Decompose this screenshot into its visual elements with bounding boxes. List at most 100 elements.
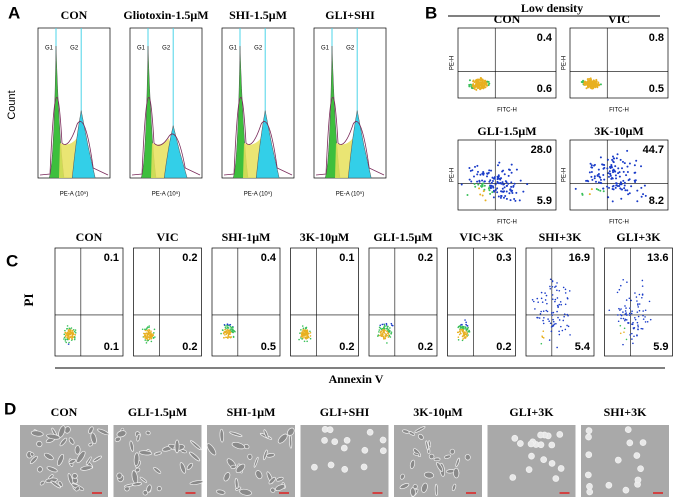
- event-dot: [622, 170, 625, 173]
- event-dot: [642, 318, 645, 320]
- event-dot: [621, 167, 624, 170]
- cell: [43, 452, 54, 461]
- cell: [639, 439, 647, 446]
- event-dot: [383, 338, 385, 340]
- event-dot: [596, 174, 599, 177]
- event-dot: [589, 162, 592, 165]
- event-dot: [498, 161, 501, 164]
- event-dot: [224, 328, 226, 331]
- event-dot: [509, 188, 512, 191]
- cell: [327, 461, 335, 469]
- event-dot: [385, 322, 388, 325]
- event-dot: [231, 328, 234, 330]
- event-dot: [309, 335, 312, 337]
- event-dot: [552, 320, 555, 323]
- cell: [444, 454, 452, 459]
- event-dot: [610, 166, 613, 169]
- event-dot: [460, 332, 462, 335]
- event-dot: [503, 186, 506, 189]
- event-dot: [635, 159, 638, 162]
- event-dot: [484, 83, 487, 86]
- event-dot: [490, 169, 493, 172]
- event-dot: [625, 338, 628, 341]
- event-dot: [640, 165, 643, 168]
- event-dot: [472, 83, 475, 86]
- event-dot: [623, 187, 626, 190]
- event-dot: [540, 310, 542, 313]
- event-dot: [635, 296, 638, 298]
- plot-frame: [447, 247, 516, 357]
- event-dot: [379, 324, 382, 327]
- panel-label: A: [8, 3, 20, 22]
- event-dot: [496, 177, 499, 180]
- event-dot: [467, 334, 469, 336]
- event-dot: [229, 323, 232, 326]
- cell: [186, 462, 193, 470]
- event-dot: [611, 185, 614, 188]
- event-dot: [228, 332, 231, 335]
- panel-label: C: [6, 251, 18, 270]
- plot-frame: [54, 247, 124, 357]
- event-dot: [619, 309, 621, 311]
- event-dot: [223, 331, 226, 333]
- event-dot: [390, 322, 393, 325]
- event-dot: [384, 329, 386, 332]
- event-dot: [556, 289, 558, 292]
- lower-right-value: 5.4: [575, 341, 591, 353]
- event-dot: [562, 286, 565, 289]
- g2-peak: [255, 110, 280, 179]
- event-dot: [144, 328, 146, 331]
- event-dot: [608, 170, 611, 173]
- event-dot: [70, 339, 73, 341]
- event-dot: [488, 180, 491, 183]
- event-dot: [505, 197, 508, 200]
- event-dot: [558, 303, 561, 306]
- event-dot: [232, 326, 234, 329]
- event-dot: [152, 337, 155, 339]
- event-dot: [468, 83, 471, 86]
- event-dot: [552, 311, 555, 314]
- event-dot: [644, 316, 646, 318]
- event-dot: [636, 300, 638, 302]
- cell: [179, 462, 186, 474]
- event-dot: [515, 191, 518, 194]
- event-dot: [307, 335, 310, 338]
- event-dot: [590, 188, 593, 191]
- event-dot: [541, 335, 543, 337]
- event-dot: [626, 281, 628, 283]
- event-dot: [619, 181, 622, 184]
- event-dot: [148, 338, 151, 341]
- event-dot: [491, 180, 494, 183]
- event-dot: [563, 313, 566, 315]
- event-dot: [562, 319, 565, 322]
- event-dot: [386, 330, 388, 333]
- event-dot: [608, 186, 611, 189]
- event-dot: [584, 80, 587, 83]
- event-dot: [616, 153, 619, 156]
- event-dot: [145, 342, 148, 344]
- event-dot: [634, 292, 636, 294]
- cell: [239, 488, 252, 496]
- event-dot: [153, 332, 155, 334]
- event-dot: [563, 315, 565, 318]
- event-dot: [387, 328, 390, 331]
- upper-right-value: 0.4: [261, 252, 277, 264]
- g2-peak: [71, 110, 96, 179]
- cell: [134, 467, 141, 473]
- event-dot: [476, 173, 479, 176]
- event-dot: [596, 86, 599, 89]
- g2-label: G2: [346, 46, 355, 52]
- g1-label: G1: [137, 46, 146, 52]
- image-title: GLI+SHI: [320, 405, 370, 419]
- event-dot: [476, 81, 479, 84]
- upper-right-value: 0.2: [182, 252, 197, 264]
- cell: [116, 430, 127, 438]
- event-dot: [389, 336, 392, 338]
- event-dot: [383, 331, 386, 334]
- event-dot: [627, 193, 630, 196]
- event-dot: [614, 170, 617, 173]
- event-dot: [590, 164, 593, 167]
- event-dot: [461, 325, 464, 328]
- event-dot: [595, 187, 598, 190]
- event-dot: [615, 157, 618, 160]
